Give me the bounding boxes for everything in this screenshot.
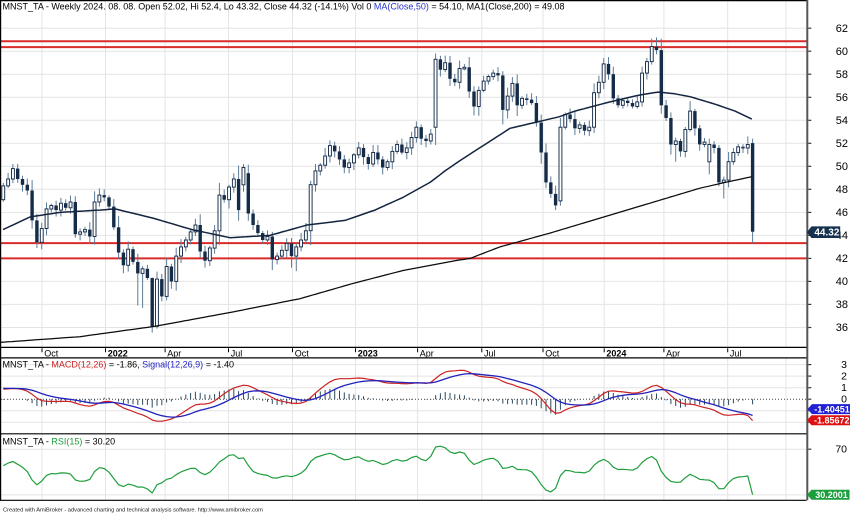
svg-text:Apr: Apr — [420, 348, 434, 358]
svg-text:70: 70 — [835, 444, 847, 456]
svg-text:48: 48 — [836, 184, 848, 196]
svg-text:MNST_TA - RSI(15) = 30.20: MNST_TA - RSI(15) = 30.20 — [3, 436, 116, 446]
svg-text:30.2001: 30.2001 — [815, 490, 848, 500]
svg-text:Oct: Oct — [295, 348, 310, 358]
svg-text:Jul: Jul — [730, 348, 742, 358]
svg-text:2024: 2024 — [606, 348, 626, 358]
svg-text:40: 40 — [836, 276, 848, 288]
svg-text:44.32: 44.32 — [814, 228, 839, 239]
svg-text:Apr: Apr — [167, 348, 181, 358]
svg-text:MNST_TA - Weekly 2024. 08. 08.: MNST_TA - Weekly 2024. 08. 08. Open 52.0… — [3, 1, 565, 11]
svg-text:0: 0 — [841, 394, 847, 406]
svg-text:Created with AmiBroker - advan: Created with AmiBroker - advanced charti… — [3, 508, 263, 514]
svg-text:Jul: Jul — [231, 348, 243, 358]
svg-text:52: 52 — [836, 138, 848, 150]
svg-text:1: 1 — [841, 382, 847, 394]
svg-text:Apr: Apr — [666, 348, 680, 358]
svg-text:46: 46 — [836, 207, 848, 219]
svg-text:MNST_TA - MACD(12,26) = -1.86,: MNST_TA - MACD(12,26) = -1.86, Signal(12… — [3, 360, 234, 370]
svg-text:-1.40451: -1.40451 — [814, 405, 850, 415]
svg-text:2022: 2022 — [108, 348, 128, 358]
svg-text:2023: 2023 — [358, 348, 378, 358]
svg-text:50: 50 — [836, 161, 848, 173]
svg-text:3: 3 — [841, 359, 847, 371]
svg-text:Oct: Oct — [545, 348, 560, 358]
svg-text:42: 42 — [836, 253, 848, 265]
svg-text:56: 56 — [836, 92, 848, 104]
svg-text:2: 2 — [841, 371, 847, 383]
svg-text:Oct: Oct — [44, 348, 59, 358]
svg-text:38: 38 — [836, 299, 848, 311]
svg-text:Jul: Jul — [484, 348, 496, 358]
svg-text:58: 58 — [836, 69, 848, 81]
svg-text:36: 36 — [836, 322, 848, 334]
svg-text:-1.85672: -1.85672 — [814, 416, 850, 426]
svg-text:60: 60 — [836, 46, 848, 58]
svg-text:54: 54 — [836, 115, 848, 127]
svg-text:62: 62 — [836, 23, 848, 35]
